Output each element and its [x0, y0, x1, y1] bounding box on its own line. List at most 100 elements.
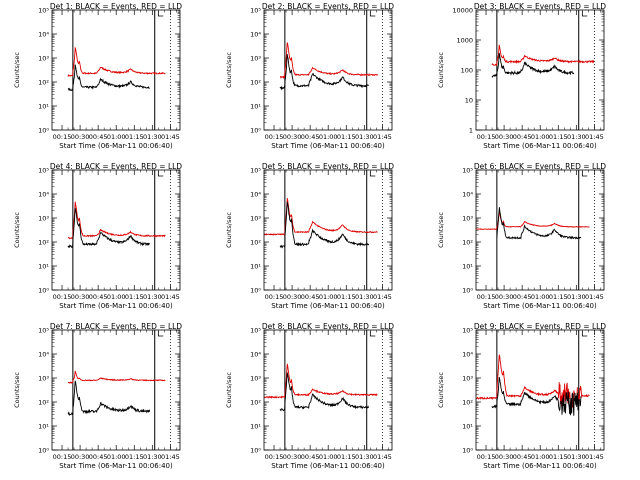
bracket-marker — [157, 11, 164, 17]
y-tick-label: 100 — [461, 67, 473, 75]
y-tick-label: 10⁴ — [250, 351, 261, 359]
x-axis-label: Start Time (06-Mar-11 00:06:40) — [271, 142, 385, 150]
x-tick-label: 01:30 — [143, 293, 162, 301]
x-tick-label: 00:15 — [53, 133, 72, 141]
x-tick-label: 01:45 — [585, 453, 604, 461]
x-axis-label: Start Time (06-Mar-11 00:06:40) — [483, 462, 597, 470]
plot-frame — [475, 169, 605, 291]
plot-frame — [51, 9, 181, 131]
x-tick-label: 01:00 — [107, 293, 126, 301]
x-tick-label: 01:30 — [355, 293, 374, 301]
y-tick-label: 10⁵ — [462, 167, 473, 175]
y-tick-label: 10¹ — [38, 103, 49, 111]
panel-title: Det 7: BLACK = Events, RED = LLD — [50, 322, 182, 331]
x-tick-label: 00:15 — [477, 293, 496, 301]
y-tick-label: 10² — [250, 399, 261, 407]
y-tick-label: 10³ — [250, 215, 261, 223]
x-tick-label: 00:30 — [495, 453, 514, 461]
y-tick-label: 10⁰ — [38, 447, 49, 455]
y-tick-label: 10² — [250, 239, 261, 247]
y-tick-label: 10⁰ — [462, 287, 473, 295]
x-tick-label: 01:15 — [549, 293, 568, 301]
y-tick-label: 1 — [469, 127, 473, 135]
x-tick-label: 00:45 — [89, 293, 108, 301]
series-lld — [67, 370, 166, 384]
plot-frame — [263, 169, 393, 291]
bracket-marker — [369, 11, 376, 17]
x-tick-label: 01:15 — [337, 133, 356, 141]
x-tick-label: 01:15 — [125, 293, 144, 301]
y-tick-label: 10⁰ — [250, 127, 261, 135]
x-tick-label: 01:45 — [161, 453, 180, 461]
panel-title: Det 8: BLACK = Events, RED = LLD — [262, 322, 394, 331]
x-tick-label: 01:30 — [567, 453, 586, 461]
panel-det-6: Det 6: BLACK = Events, RED = LLD Counts/s… — [437, 162, 606, 310]
x-tick-label: 00:15 — [477, 133, 496, 141]
x-tick-label: 01:15 — [337, 293, 356, 301]
plot-frame — [475, 329, 605, 451]
bracket-marker — [581, 171, 588, 177]
x-tick-label: 01:30 — [567, 293, 586, 301]
y-tick-label: 10² — [38, 239, 49, 247]
y-tick-label: 10³ — [250, 375, 261, 383]
panel-title: Det 3: BLACK = Events, RED = LLD — [474, 2, 606, 11]
bracket-marker — [157, 171, 164, 177]
x-tick-label: 01:00 — [531, 453, 550, 461]
series-lld — [67, 46, 166, 77]
y-tick-label: 10000 — [452, 7, 473, 15]
panel-title: Det 2: BLACK = Events, RED = LLD — [262, 2, 394, 11]
x-tick-label: 01:15 — [549, 453, 568, 461]
y-tick-label: 10² — [38, 79, 49, 87]
y-tick-label: 10⁰ — [38, 127, 49, 135]
panel-title: Det 1: BLACK = Events, RED = LLD — [50, 2, 182, 11]
plot-frame — [51, 169, 181, 291]
x-tick-label: 00:45 — [89, 453, 108, 461]
x-axis-label: Start Time (06-Mar-11 00:06:40) — [59, 302, 173, 310]
y-tick-label: 10⁰ — [250, 447, 261, 455]
plot-frame — [263, 329, 393, 451]
panel-det-9: Det 9: BLACK = Events, RED = LLD Counts/s… — [437, 322, 606, 470]
series-lld — [491, 44, 595, 67]
x-tick-label: 00:45 — [513, 133, 532, 141]
x-tick-label: 01:45 — [161, 293, 180, 301]
series-lld — [279, 42, 378, 80]
x-tick-label: 00:45 — [301, 133, 320, 141]
y-tick-label: 10⁰ — [38, 287, 49, 295]
panel-det-3: Det 3: BLACK = Events, RED = LLD Counts/s… — [437, 2, 606, 150]
x-tick-label: 00:30 — [283, 453, 302, 461]
x-tick-label: 01:00 — [319, 453, 338, 461]
x-tick-label: 01:00 — [107, 453, 126, 461]
bracket-marker — [581, 331, 588, 337]
x-tick-label: 01:15 — [125, 453, 144, 461]
y-tick-label: 10⁰ — [250, 287, 261, 295]
panel-det-5: Det 5: BLACK = Events, RED = LLD Counts/s… — [225, 162, 394, 310]
y-tick-label: 10 — [465, 97, 473, 105]
x-tick-label: 00:30 — [495, 133, 514, 141]
y-tick-label: 10⁴ — [38, 31, 49, 39]
x-tick-label: 00:45 — [513, 453, 532, 461]
y-tick-label: 10⁵ — [38, 167, 49, 175]
y-tick-label: 10¹ — [462, 423, 473, 431]
x-tick-label: 01:00 — [531, 293, 550, 301]
y-tick-label: 10⁵ — [250, 7, 261, 15]
series-events — [279, 201, 370, 249]
y-tick-label: 10⁴ — [250, 191, 261, 199]
x-tick-label: 00:30 — [283, 133, 302, 141]
y-tick-label: 10⁵ — [250, 327, 261, 335]
plot-frame — [51, 329, 181, 451]
y-axis-label: Counts/sec — [437, 212, 445, 248]
x-tick-label: 01:45 — [161, 133, 180, 141]
x-tick-label: 01:00 — [107, 133, 126, 141]
y-tick-label: 10³ — [38, 55, 49, 63]
x-tick-label: 00:30 — [283, 293, 302, 301]
panel-det-7: Det 7: BLACK = Events, RED = LLD Counts/s… — [13, 322, 182, 470]
x-axis-label: Start Time (06-Mar-11 00:06:40) — [59, 462, 173, 470]
y-tick-label: 10¹ — [462, 263, 473, 271]
y-tick-label: 10¹ — [250, 423, 261, 431]
panel-det-8: Det 8: BLACK = Events, RED = LLD Counts/s… — [225, 322, 394, 470]
y-tick-label: 10² — [38, 399, 49, 407]
plot-frame — [475, 9, 605, 131]
panel-det-2: Det 2: BLACK = Events, RED = LLD Counts/s… — [225, 2, 394, 150]
x-tick-label: 01:30 — [355, 453, 374, 461]
